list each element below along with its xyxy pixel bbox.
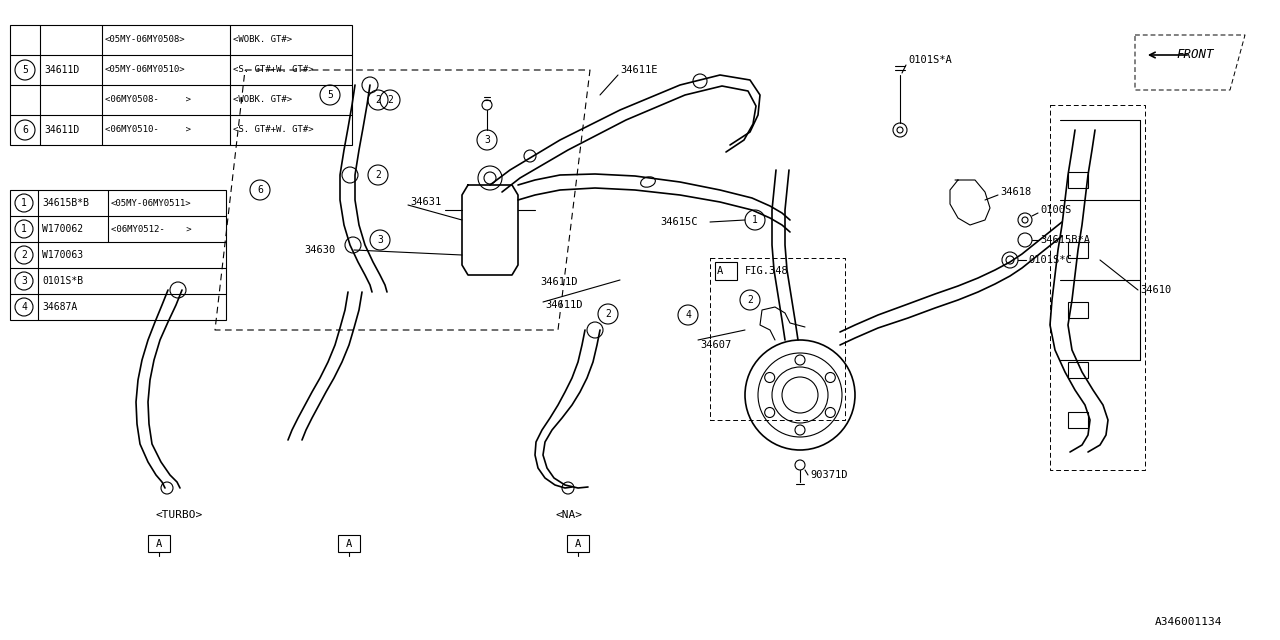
Text: 4: 4 [20,302,27,312]
Text: <S. GT#+W. GT#>: <S. GT#+W. GT#> [233,125,314,134]
Text: 34611E: 34611E [620,65,658,75]
Text: 34687A: 34687A [42,302,77,312]
Text: <06MY0508-     >: <06MY0508- > [105,95,191,104]
Text: <WOBK. GT#>: <WOBK. GT#> [233,95,292,104]
Text: 34611D: 34611D [545,300,582,310]
Text: <05MY-06MY0511>: <05MY-06MY0511> [111,198,192,207]
Text: 5: 5 [22,65,28,75]
Text: 1: 1 [20,224,27,234]
Text: A: A [575,539,581,549]
Bar [10,25,352,145]
Text: 2: 2 [375,170,381,180]
Text: FRONT: FRONT [1176,49,1213,61]
Text: 1: 1 [20,198,27,208]
Bar [716,262,737,280]
Text: 2: 2 [387,95,393,105]
Text: 1: 1 [753,215,758,225]
Text: <05MY-06MY0508>: <05MY-06MY0508> [105,35,186,45]
Text: 0100S: 0100S [1039,205,1071,215]
Bar [1068,412,1088,428]
Text: 2: 2 [375,95,381,105]
Bar [567,535,589,552]
Bar [338,535,360,552]
Text: <06MY0510-     >: <06MY0510- > [105,125,191,134]
Text: 34615C: 34615C [660,217,698,227]
Bar [148,535,170,552]
Bar [10,190,227,320]
Text: 34611D: 34611D [540,277,577,287]
Text: 34610: 34610 [1140,285,1171,295]
Text: <NA>: <NA> [556,510,582,520]
Bar [1068,172,1088,188]
Text: 2: 2 [605,309,611,319]
Text: <S. GT#+W. GT#>: <S. GT#+W. GT#> [233,65,314,74]
Text: 34611D: 34611D [44,65,79,75]
Text: 34615B*A: 34615B*A [1039,235,1091,245]
Text: <WOBK. GT#>: <WOBK. GT#> [233,35,292,45]
Text: W170062: W170062 [42,224,90,234]
Text: 3: 3 [20,276,27,286]
Text: FIG.348: FIG.348 [745,266,788,276]
Text: 5: 5 [328,90,333,100]
Text: 2: 2 [20,250,27,260]
Text: A: A [156,539,163,549]
Text: 34631: 34631 [410,197,442,207]
Text: 34607: 34607 [700,340,731,350]
Text: 2: 2 [748,295,753,305]
Text: 0101S*A: 0101S*A [908,55,952,65]
Text: 6: 6 [22,125,28,135]
Text: 3: 3 [484,135,490,145]
Text: 34615B*B: 34615B*B [42,198,90,208]
Text: 4: 4 [685,310,691,320]
Text: 34630: 34630 [305,245,335,255]
Text: A: A [346,539,352,549]
Text: 3: 3 [378,235,383,245]
Text: 6: 6 [257,185,262,195]
Text: <05MY-06MY0510>: <05MY-06MY0510> [105,65,186,74]
Text: <TURBO>: <TURBO> [155,510,202,520]
Text: 34611D: 34611D [44,125,79,135]
Text: 0101S*C: 0101S*C [1028,255,1071,265]
Bar [1068,242,1088,258]
Text: 90371D: 90371D [810,470,847,480]
Text: A346001134: A346001134 [1155,617,1222,627]
Bar [1068,302,1088,318]
Text: 0101S*B: 0101S*B [42,276,83,286]
Text: W170063: W170063 [42,250,83,260]
Bar [1068,362,1088,378]
Text: 34618: 34618 [1000,187,1032,197]
Text: <06MY0512-    >: <06MY0512- > [111,225,192,234]
Text: A: A [717,266,723,276]
